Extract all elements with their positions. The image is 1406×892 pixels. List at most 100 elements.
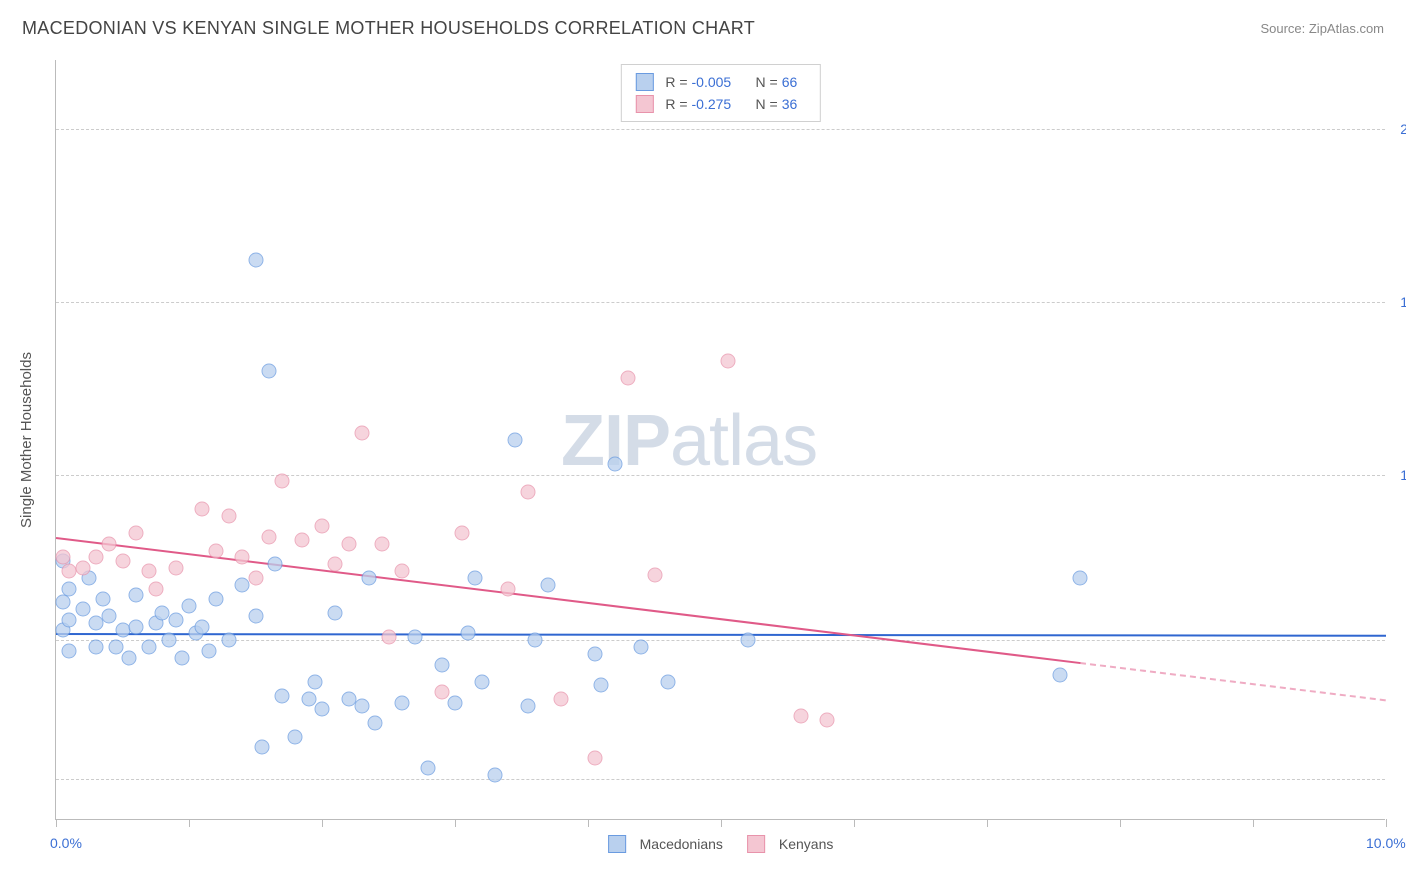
data-point — [148, 581, 163, 596]
x-tick — [721, 819, 722, 827]
legend-item-kenyans: Kenyans — [747, 835, 833, 853]
data-point — [182, 598, 197, 613]
data-point — [720, 353, 735, 368]
x-tick — [1253, 819, 1254, 827]
data-point — [62, 643, 77, 658]
data-point — [461, 626, 476, 641]
gridline — [56, 640, 1385, 641]
data-point — [634, 640, 649, 655]
data-point — [354, 426, 369, 441]
trendline-kenyans-dashed — [1080, 662, 1386, 701]
data-point — [361, 571, 376, 586]
data-point — [295, 533, 310, 548]
data-point — [660, 674, 675, 689]
data-point — [308, 674, 323, 689]
x-tick — [1120, 819, 1121, 827]
data-point — [128, 588, 143, 603]
r-value-macedonians: -0.005 — [692, 71, 742, 93]
data-point — [587, 647, 602, 662]
data-point — [434, 685, 449, 700]
data-point — [248, 253, 263, 268]
data-point — [374, 536, 389, 551]
data-point — [75, 560, 90, 575]
data-point — [128, 526, 143, 541]
data-point — [195, 502, 210, 517]
data-point — [315, 702, 330, 717]
data-point — [448, 695, 463, 710]
data-point — [607, 457, 622, 472]
data-point — [248, 609, 263, 624]
data-point — [201, 643, 216, 658]
y-tick-label: 20.0% — [1390, 121, 1406, 137]
data-point — [95, 591, 110, 606]
swatch-kenyans-icon — [747, 835, 765, 853]
data-point — [175, 650, 190, 665]
data-point — [248, 571, 263, 586]
swatch-macedonians-icon — [635, 73, 653, 91]
data-point — [128, 619, 143, 634]
data-point — [62, 612, 77, 627]
x-tick — [189, 819, 190, 827]
data-point — [275, 474, 290, 489]
data-point — [208, 543, 223, 558]
data-point — [587, 750, 602, 765]
data-point — [301, 692, 316, 707]
data-point — [102, 536, 117, 551]
trendline-macedonians — [56, 633, 1386, 637]
data-point — [208, 591, 223, 606]
data-point — [102, 609, 117, 624]
data-point — [261, 363, 276, 378]
data-point — [820, 712, 835, 727]
legend-label-kenyans: Kenyans — [779, 836, 833, 852]
data-point — [487, 768, 502, 783]
data-point — [394, 564, 409, 579]
y-tick-label: 5.0% — [1390, 639, 1406, 655]
data-point — [221, 633, 236, 648]
x-tick — [455, 819, 456, 827]
n-label: N = — [756, 71, 778, 93]
data-point — [594, 678, 609, 693]
data-point — [162, 633, 177, 648]
legend-item-macedonians: Macedonians — [608, 835, 723, 853]
data-point — [381, 629, 396, 644]
data-point — [740, 633, 755, 648]
data-point — [341, 536, 356, 551]
data-point — [527, 633, 542, 648]
data-point — [454, 526, 469, 541]
data-point — [620, 370, 635, 385]
gridline — [56, 129, 1385, 130]
y-tick-label: 10.0% — [1390, 467, 1406, 483]
scatter-chart: ZIPatlas R = -0.005 N = 66 R = -0.275 N … — [55, 60, 1385, 820]
x-tick-label: 10.0% — [1366, 835, 1406, 851]
x-tick — [56, 819, 57, 827]
gridline — [56, 779, 1385, 780]
y-axis-label: Single Mother Households — [18, 352, 35, 528]
data-point — [168, 612, 183, 627]
data-point — [467, 571, 482, 586]
data-point — [168, 560, 183, 575]
data-point — [75, 602, 90, 617]
data-point — [421, 761, 436, 776]
data-point — [521, 699, 536, 714]
watermark: ZIPatlas — [561, 400, 817, 482]
data-point — [647, 567, 662, 582]
gridline — [56, 475, 1385, 476]
n-value-kenyans: 36 — [782, 93, 806, 115]
data-point — [408, 629, 423, 644]
data-point — [88, 640, 103, 655]
data-point — [521, 484, 536, 499]
data-point — [793, 709, 808, 724]
data-point — [122, 650, 137, 665]
source-label: Source: ZipAtlas.com — [1260, 21, 1384, 36]
data-point — [288, 730, 303, 745]
data-point — [541, 578, 556, 593]
series-legend: Macedonians Kenyans — [608, 835, 834, 853]
y-tick-label: 15.0% — [1390, 294, 1406, 310]
data-point — [474, 674, 489, 689]
data-point — [221, 509, 236, 524]
data-point — [55, 550, 70, 565]
x-tick — [987, 819, 988, 827]
data-point — [501, 581, 516, 596]
correlation-legend: R = -0.005 N = 66 R = -0.275 N = 36 — [620, 64, 820, 122]
data-point — [268, 557, 283, 572]
